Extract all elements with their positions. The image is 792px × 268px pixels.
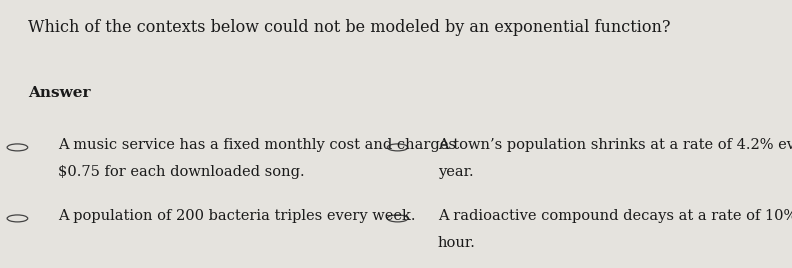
Text: A radioactive compound decays at a rate of 10% per: A radioactive compound decays at a rate … — [438, 209, 792, 223]
Text: Answer: Answer — [28, 86, 90, 100]
Text: A town’s population shrinks at a rate of 4.2% every: A town’s population shrinks at a rate of… — [438, 138, 792, 152]
Text: year.: year. — [438, 165, 474, 179]
Text: $0.75 for each downloaded song.: $0.75 for each downloaded song. — [58, 165, 304, 179]
Text: A music service has a fixed monthly cost and charges: A music service has a fixed monthly cost… — [58, 138, 456, 152]
Text: Which of the contexts below could not be modeled by an exponential function?: Which of the contexts below could not be… — [28, 19, 670, 36]
Text: A population of 200 bacteria triples every week.: A population of 200 bacteria triples eve… — [58, 209, 415, 223]
Text: hour.: hour. — [438, 236, 476, 250]
